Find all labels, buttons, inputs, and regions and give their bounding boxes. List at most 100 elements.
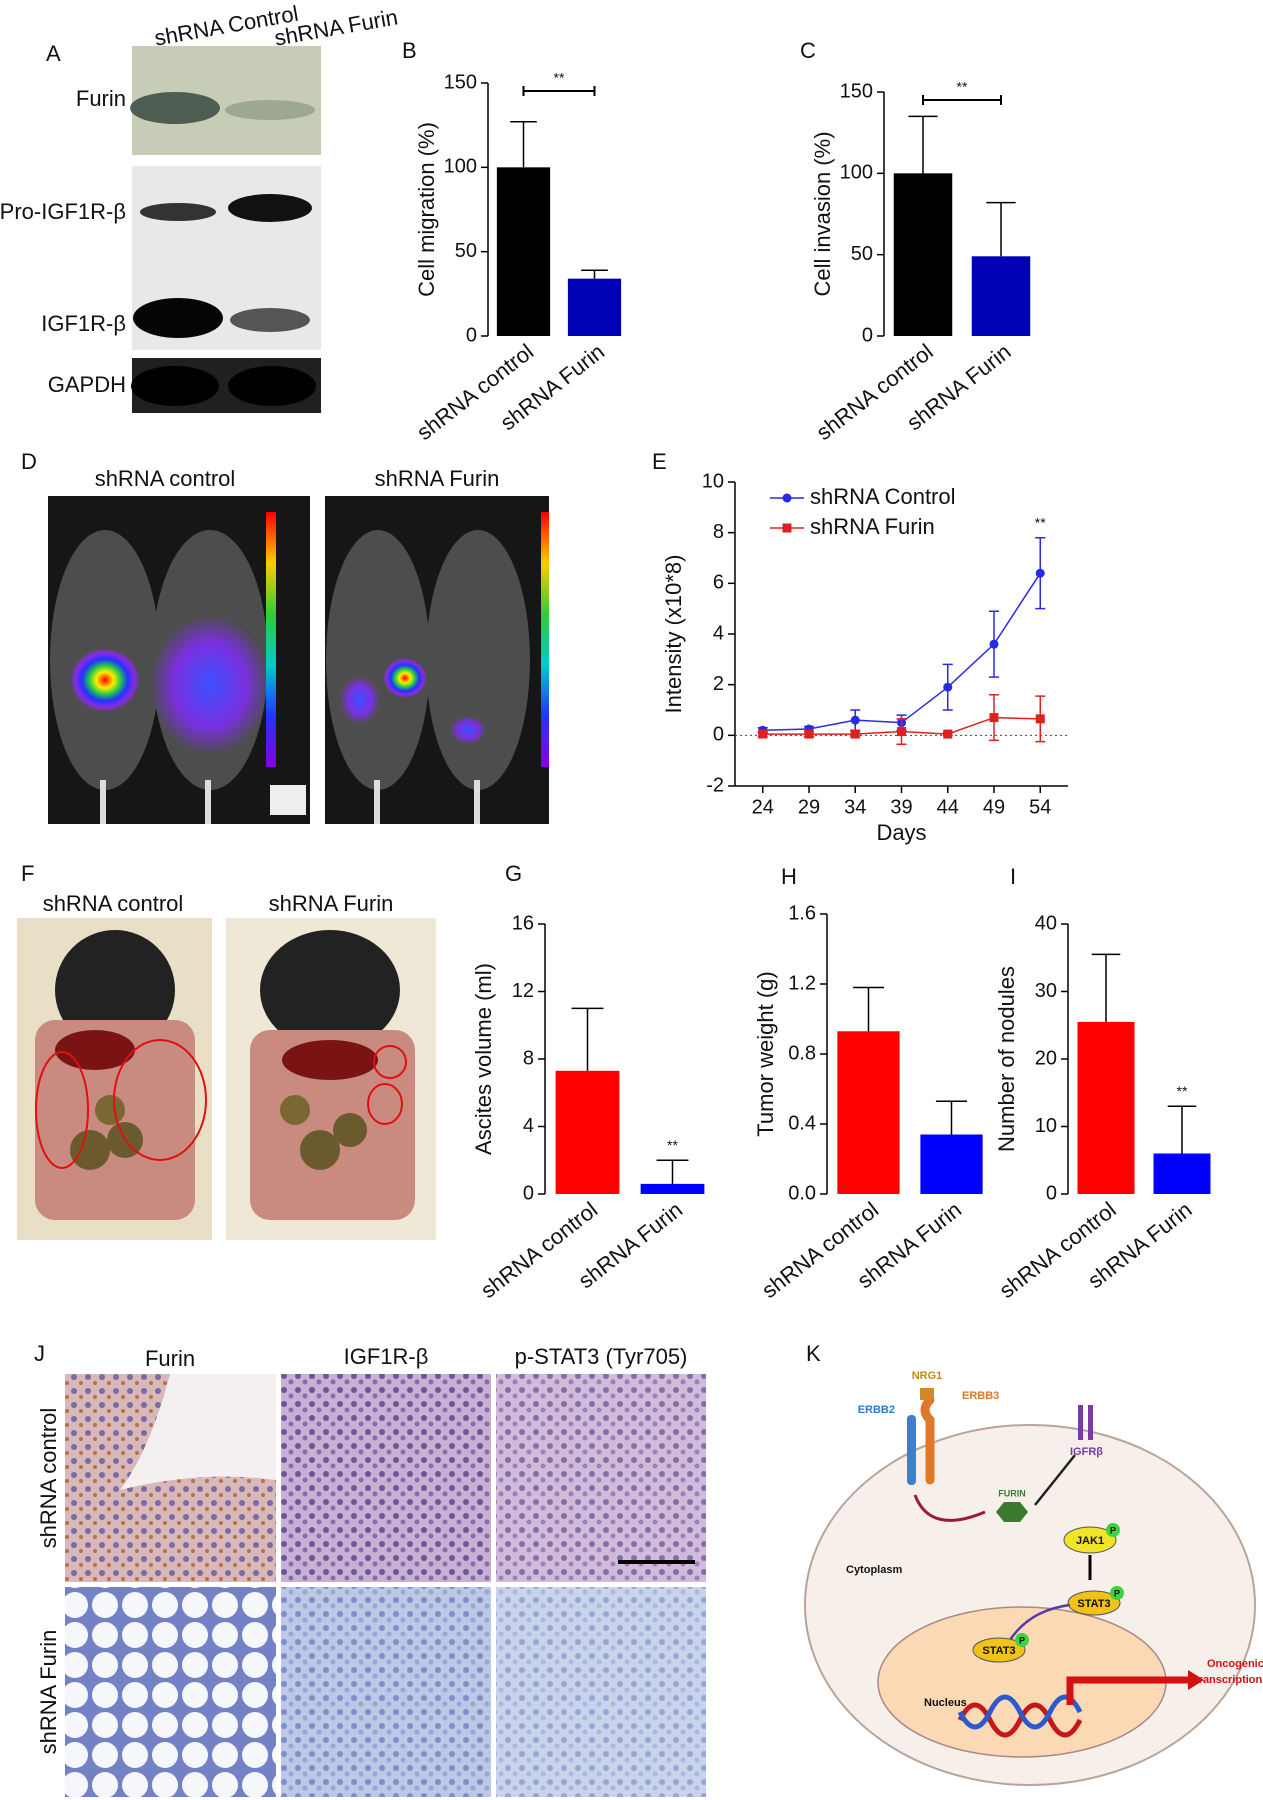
bar bbox=[893, 173, 953, 336]
marker bbox=[943, 729, 953, 739]
x-tick-label: 24 bbox=[752, 796, 774, 818]
row-title: shRNA Furin bbox=[36, 1630, 61, 1755]
phospho-marker bbox=[1015, 1523, 1124, 1647]
western-blot-shape bbox=[228, 194, 312, 222]
western-blot-shape bbox=[133, 298, 223, 338]
ihc-image-shape bbox=[281, 1587, 491, 1797]
y-axis-label: Ascites volume (ml) bbox=[471, 963, 496, 1155]
phospho-label: P bbox=[1114, 1588, 1120, 1598]
marker bbox=[1035, 714, 1045, 724]
panel-label: K bbox=[806, 1341, 821, 1366]
pathway-diagram-shape bbox=[996, 1502, 1028, 1522]
significance-label: ** bbox=[667, 1137, 678, 1153]
necropsy-photo-shape bbox=[250, 1030, 415, 1220]
ihc-image-shape bbox=[281, 1374, 491, 1582]
necropsy-photo-shape bbox=[95, 1095, 125, 1125]
pathway-diagram-shape bbox=[1066, 1676, 1190, 1705]
y-axis-label: Intensity (x10*8) bbox=[661, 555, 686, 714]
node-label: transcription bbox=[1195, 1674, 1263, 1686]
error-bar bbox=[1091, 953, 1121, 1022]
marker bbox=[850, 729, 860, 739]
y-tick-label: 0 bbox=[466, 324, 477, 346]
marker bbox=[989, 639, 999, 649]
y-tick-label: 0 bbox=[713, 724, 724, 746]
x-axis-label: Days bbox=[876, 820, 926, 845]
node-label: IGFRβ bbox=[1070, 1446, 1103, 1458]
marker bbox=[989, 713, 999, 723]
y-tick-label: 6 bbox=[713, 572, 724, 594]
bioluminescence-image-shape bbox=[374, 780, 380, 824]
x-tick-label: 44 bbox=[937, 796, 959, 818]
necropsy-photo-shape bbox=[367, 1083, 403, 1125]
y-tick-label: 100 bbox=[444, 156, 477, 178]
y-tick-label: 1.6 bbox=[788, 902, 816, 924]
legend-marker bbox=[782, 523, 792, 533]
panel-label: H bbox=[781, 864, 797, 889]
significance-bracket bbox=[922, 95, 1002, 105]
y-tick-label: 30 bbox=[1035, 980, 1057, 1002]
marker bbox=[1035, 568, 1045, 578]
bioluminescence-image-shape bbox=[426, 530, 530, 790]
y-axis-label: Tumor weight (g) bbox=[753, 971, 778, 1136]
x-tick-label: 34 bbox=[844, 796, 866, 818]
panel-label: B bbox=[402, 38, 417, 63]
error-bar bbox=[571, 1007, 604, 1071]
necropsy-photo bbox=[226, 918, 436, 1240]
y-tick-label: 150 bbox=[840, 80, 873, 102]
y-tick-label: 50 bbox=[851, 243, 873, 265]
bar bbox=[1153, 1153, 1211, 1194]
bar bbox=[567, 278, 622, 336]
ihc-image-shape bbox=[120, 1374, 276, 1490]
western-blot-shape bbox=[228, 366, 316, 406]
legend-marker bbox=[782, 493, 792, 503]
necropsy-photo-shape bbox=[113, 1039, 207, 1161]
pathway-diagram-shape bbox=[1008, 1603, 1071, 1641]
x-tick-label: 29 bbox=[798, 796, 820, 818]
western-blot bbox=[130, 46, 321, 413]
image-title: shRNA control bbox=[95, 466, 236, 491]
western-blot-shape bbox=[131, 366, 219, 406]
error-bar bbox=[935, 1100, 968, 1135]
bioluminescence-image-shape bbox=[70, 648, 140, 712]
pathway-diagram-shape bbox=[1034, 1454, 1076, 1506]
node-label: JAK1 bbox=[1076, 1535, 1104, 1547]
pathway-diagram-shape bbox=[1088, 1405, 1093, 1440]
necropsy-photo-shape bbox=[373, 1045, 407, 1079]
node-label: ERBB2 bbox=[858, 1404, 895, 1416]
y-tick-label: 0 bbox=[862, 324, 873, 346]
panel-label: I bbox=[1010, 864, 1016, 889]
error-bar bbox=[1167, 1105, 1197, 1154]
panel-label: F bbox=[21, 861, 34, 886]
pathway-diagram-shape bbox=[1063, 1526, 1117, 1554]
image-title: shRNA Furin bbox=[375, 466, 500, 491]
necropsy-photo-shape bbox=[333, 1113, 367, 1147]
y-tick-label: 12 bbox=[512, 980, 534, 1002]
band-label: IGF1R-β bbox=[41, 311, 126, 336]
significance-label: ** bbox=[1177, 1083, 1188, 1099]
row-title: shRNA control bbox=[36, 1408, 61, 1549]
error-bar bbox=[510, 121, 537, 168]
y-tick-label: 0.8 bbox=[788, 1042, 816, 1064]
pathway-diagram-shape bbox=[1067, 1590, 1121, 1616]
y-tick-label: 10 bbox=[702, 470, 724, 492]
bar bbox=[640, 1183, 705, 1194]
node-label: FURIN bbox=[998, 1488, 1026, 1498]
y-axis-label: Number of nodules bbox=[994, 966, 1019, 1152]
bioluminescence-image-shape bbox=[383, 658, 427, 698]
necropsy-photo-shape bbox=[280, 1095, 310, 1125]
marker bbox=[850, 715, 860, 725]
bioluminescence-image-shape bbox=[205, 780, 211, 824]
y-tick-label: 50 bbox=[455, 240, 477, 262]
bar bbox=[1077, 1021, 1135, 1194]
marker bbox=[897, 727, 906, 737]
error-bar bbox=[852, 986, 885, 1032]
phospho-label: P bbox=[1019, 1635, 1025, 1645]
pathway-diagram-shape bbox=[920, 1395, 935, 1485]
ihc-image-shape bbox=[65, 1587, 276, 1797]
y-tick-label: 150 bbox=[444, 71, 477, 93]
image-title: shRNA Furin bbox=[269, 891, 394, 916]
pathway-diagram bbox=[804, 1388, 1256, 1786]
y-tick-label: -2 bbox=[706, 774, 724, 796]
error-bar bbox=[581, 269, 608, 279]
